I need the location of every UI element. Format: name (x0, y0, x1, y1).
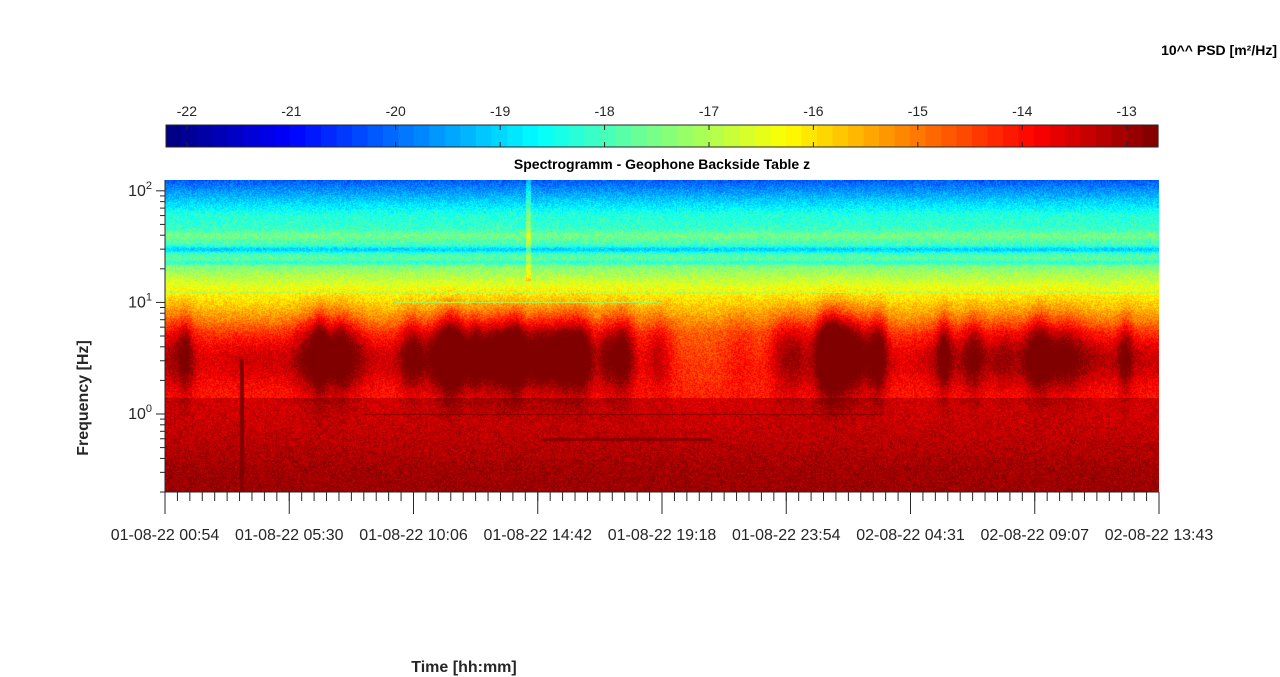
colorbar-step (476, 125, 493, 147)
colorbar-step (491, 125, 508, 147)
colorbar-step (739, 125, 756, 147)
colorbar-step (801, 125, 818, 147)
colorbar-tick-label: -21 (281, 103, 301, 119)
colorbar-tick-label: -13 (1117, 103, 1137, 119)
colorbar-step (305, 125, 322, 147)
colorbar-step (817, 125, 834, 147)
colorbar-step (166, 125, 183, 147)
x-tick-label: 02-08-22 09:07 (980, 527, 1089, 544)
colorbar-step (879, 125, 896, 147)
colorbar-step (1003, 125, 1020, 147)
colorbar-step (941, 125, 958, 147)
colorbar-step (987, 125, 1004, 147)
x-tick-label: 01-08-22 23:54 (732, 527, 841, 544)
y-tick-label: 101 (128, 291, 152, 311)
colorbar-step (274, 125, 291, 147)
colorbar-step (584, 125, 601, 147)
colorbar-step (693, 125, 710, 147)
colorbar-step (677, 125, 694, 147)
colorbar-ticks: -22 -21 -20 -19 -18 -17 -16 -15 -14 -13 (177, 103, 1137, 147)
colorbar-step (848, 125, 865, 147)
x-tick-label: 01-08-22 00:54 (111, 527, 220, 544)
colorbar-step (894, 125, 911, 147)
colorbar-step (197, 125, 214, 147)
colorbar-step (336, 125, 353, 147)
colorbar-step (1065, 125, 1082, 147)
colorbar-step (429, 125, 446, 147)
x-tick-label: 01-08-22 10:06 (359, 527, 468, 544)
colorbar-step (507, 125, 524, 147)
x-axis-ticks: 01-08-22 00:54 01-08-22 05:30 01-08-22 10:… (111, 492, 1214, 544)
colorbar-label: 10^^ PSD [m²/Hz] (1161, 42, 1277, 58)
colorbar-step (925, 125, 942, 147)
colorbar-step (615, 125, 632, 147)
colorbar-step (522, 125, 539, 147)
y-axis-label: Frequency [Hz] (75, 340, 92, 456)
colorbar-steps (166, 125, 1159, 147)
colorbar-step (708, 125, 725, 147)
colorbar-step (724, 125, 741, 147)
colorbar: -22 -21 -20 -19 -18 -17 -16 -15 -14 -13 (165, 103, 1159, 148)
colorbar-tick-label: -19 (490, 103, 510, 119)
y-tick-label: 102 (128, 180, 152, 200)
colorbar-tick-label: -20 (386, 103, 406, 119)
colorbar-frame (165, 124, 1159, 148)
colorbar-step (212, 125, 229, 147)
colorbar-step (1018, 125, 1035, 147)
colorbar-step (1034, 125, 1051, 147)
colorbar-step (445, 125, 462, 147)
colorbar-step (352, 125, 369, 147)
colorbar-step (646, 125, 663, 147)
y-axis-ticks: 100 101 102 (128, 180, 165, 493)
colorbar-step (569, 125, 586, 147)
colorbar-step (414, 125, 431, 147)
colorbar-step (1049, 125, 1066, 147)
x-tick-label: 02-08-22 13:43 (1105, 527, 1214, 544)
colorbar-step (910, 125, 927, 147)
colorbar-step (755, 125, 772, 147)
colorbar-tick-label: -18 (594, 103, 614, 119)
colorbar-step (832, 125, 849, 147)
colorbar-step (553, 125, 570, 147)
colorbar-step (383, 125, 400, 147)
colorbar-step (1080, 125, 1097, 147)
colorbar-step (956, 125, 973, 147)
colorbar-step (259, 125, 276, 147)
colorbar-step (243, 125, 260, 147)
x-axis-label: Time [hh:mm] (411, 659, 516, 676)
colorbar-step (228, 125, 245, 147)
colorbar-step (631, 125, 648, 147)
colorbar-step (181, 125, 198, 147)
spectrogram-image (165, 180, 1159, 492)
colorbar-step (1127, 125, 1144, 147)
chart-title: Spectrogramm - Geophone Backside Table z (514, 156, 810, 172)
colorbar-tick-label: -16 (803, 103, 823, 119)
colorbar-step (770, 125, 787, 147)
colorbar-tick-label: -14 (1012, 103, 1032, 119)
colorbar-step (1142, 125, 1159, 147)
colorbar-step (600, 125, 617, 147)
colorbar-step (1111, 125, 1128, 147)
colorbar-step (863, 125, 880, 147)
x-tick-label: 02-08-22 04:31 (856, 527, 965, 544)
colorbar-step (662, 125, 679, 147)
colorbar-step (460, 125, 477, 147)
colorbar-step (398, 125, 415, 147)
x-tick-label: 01-08-22 19:18 (608, 527, 717, 544)
colorbar-step (538, 125, 555, 147)
colorbar-step (321, 125, 338, 147)
x-tick-label: 01-08-22 05:30 (235, 527, 344, 544)
colorbar-step (290, 125, 307, 147)
colorbar-tick-label: -15 (908, 103, 928, 119)
y-tick-label: 100 (128, 403, 152, 423)
colorbar-step (786, 125, 803, 147)
colorbar-tick-label: -22 (177, 103, 197, 119)
x-tick-label: 01-08-22 14:42 (483, 527, 592, 544)
colorbar-step (1096, 125, 1113, 147)
colorbar-tick-label: -17 (699, 103, 719, 119)
colorbar-step (972, 125, 989, 147)
colorbar-step (367, 125, 384, 147)
